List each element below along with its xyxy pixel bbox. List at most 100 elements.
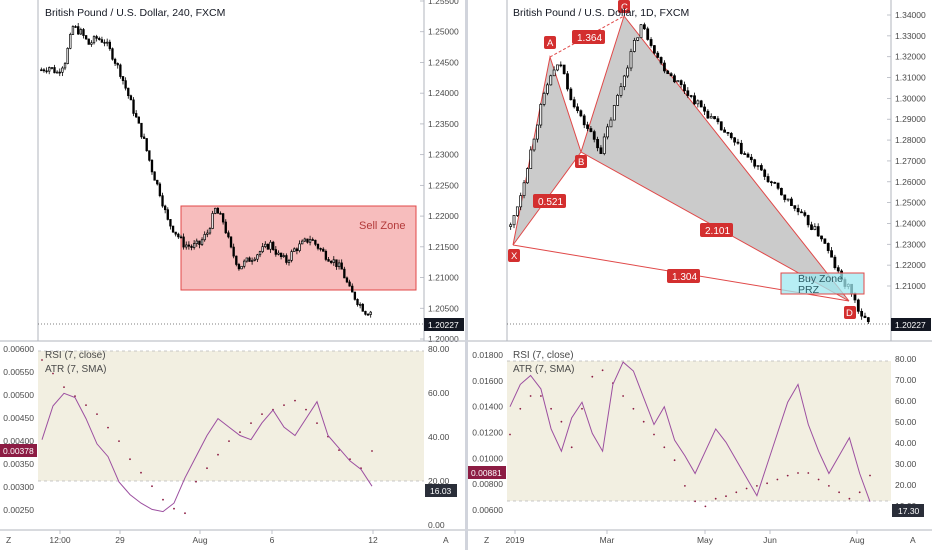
candle-body bbox=[82, 29, 85, 36]
candle-body bbox=[743, 153, 747, 155]
left-a-label[interactable]: A bbox=[443, 535, 449, 545]
atr-dot bbox=[817, 478, 820, 481]
atr-dot bbox=[129, 458, 131, 461]
price-tick-label: 1.25500 bbox=[428, 0, 459, 6]
candle-body bbox=[211, 213, 214, 229]
candle-body bbox=[132, 99, 135, 114]
atr-dot bbox=[294, 399, 296, 402]
candle-body bbox=[248, 257, 251, 262]
buy-zone-label: Buy Zone bbox=[798, 273, 843, 285]
indicator-tick-label: 0.00300 bbox=[3, 482, 34, 492]
candle-body bbox=[250, 259, 254, 262]
candle-body bbox=[145, 138, 148, 152]
candle-body bbox=[269, 241, 272, 250]
left-time-axis[interactable]: 12:00 29 Aug 6 12 Z A bbox=[0, 529, 465, 545]
ratio-label-xd: 1.304 bbox=[667, 269, 700, 283]
candle-body bbox=[509, 224, 513, 227]
price-tick-label: 1.25000 bbox=[428, 27, 459, 37]
candle-body bbox=[163, 205, 167, 211]
left-price-axis[interactable]: 1.25500 1.25000 1.24500 1.24000 1.23500 1.230… bbox=[420, 0, 459, 344]
candle-body bbox=[348, 281, 351, 287]
price-tick-label: 1.32000 bbox=[895, 52, 926, 62]
price-tick-label: 1.30000 bbox=[895, 93, 926, 103]
candle-body bbox=[746, 153, 750, 158]
right-candles bbox=[509, 22, 870, 324]
candle-body bbox=[622, 75, 626, 88]
right-time-axis[interactable]: 2019 Mar May Jun Aug Z A bbox=[468, 529, 932, 545]
right-price-pane[interactable]: Buy Zone PRZ 0.521 1.364 2.101 1.304 X A bbox=[468, 0, 932, 341]
svg-text:A: A bbox=[547, 38, 554, 49]
indicator-tick-label: 0.00600 bbox=[472, 505, 503, 515]
candle-body bbox=[589, 128, 593, 132]
left-indicator-pane[interactable]: RSI (7, close) ATR (7, SMA) 0.00600 0.005… bbox=[0, 340, 465, 530]
candle-body bbox=[198, 240, 201, 245]
price-tick-label: 1.22000 bbox=[895, 260, 926, 270]
point-b-marker[interactable]: B bbox=[575, 155, 587, 168]
right-price-axis[interactable]: 1.34000 1.33000 1.32000 1.31000 1.30000 1.290… bbox=[887, 10, 926, 291]
price-tick-label: 1.26000 bbox=[895, 177, 926, 187]
candle-body bbox=[53, 67, 56, 74]
candle-body bbox=[566, 73, 569, 90]
point-d-marker[interactable]: D bbox=[844, 306, 856, 319]
indicator-tick-label: 0.00600 bbox=[3, 344, 34, 354]
candle-body bbox=[277, 252, 280, 255]
left-atr-axis[interactable]: 0.006000.005500.005000.004500.004000.003… bbox=[3, 344, 34, 515]
atr-dot bbox=[776, 478, 779, 481]
candle-body bbox=[224, 221, 227, 234]
time-tick-label: Mar bbox=[600, 535, 615, 545]
candle-body bbox=[329, 260, 333, 263]
left-rsi-axis[interactable]: 80.00 60.00 40.00 20.00 0.00 bbox=[428, 344, 450, 530]
right-atr-axis[interactable]: 0.01800 0.01600 0.01400 0.01200 0.01000 0.008… bbox=[472, 350, 503, 515]
candle-body bbox=[266, 243, 270, 250]
candle-body bbox=[673, 75, 676, 83]
indicator-tick-label: 0.01800 bbox=[472, 350, 503, 360]
candle-body bbox=[823, 238, 827, 244]
candle-body bbox=[609, 119, 613, 128]
price-tick-label: 1.24000 bbox=[895, 218, 926, 228]
candle-body bbox=[559, 64, 563, 67]
atr-dot bbox=[725, 495, 727, 498]
candle-body bbox=[148, 150, 151, 161]
point-x-marker[interactable]: X bbox=[508, 249, 520, 262]
candle-body bbox=[200, 239, 204, 245]
left-z-label[interactable]: Z bbox=[6, 535, 11, 545]
candle-body bbox=[763, 169, 767, 177]
candle-body bbox=[282, 255, 285, 258]
candle-body bbox=[856, 299, 860, 312]
candle-body bbox=[522, 182, 526, 196]
atr-dot bbox=[173, 507, 175, 510]
point-a-marker[interactable]: A bbox=[544, 36, 556, 49]
candle-body bbox=[830, 250, 833, 258]
right-z-label[interactable]: Z bbox=[484, 535, 489, 545]
candle-body bbox=[69, 34, 72, 49]
indicator-tick-label: 0.00 bbox=[428, 520, 445, 530]
buy-zone-box[interactable] bbox=[780, 272, 865, 295]
candle-body bbox=[729, 133, 733, 139]
candle-body bbox=[739, 142, 743, 154]
candle-body bbox=[316, 243, 320, 249]
candle-body bbox=[358, 303, 362, 306]
right-a-label[interactable]: A bbox=[910, 535, 916, 545]
price-tick-label: 1.23000 bbox=[428, 150, 459, 160]
indicator-tick-label: 0.00450 bbox=[3, 413, 34, 423]
candle-body bbox=[679, 80, 683, 86]
candle-body bbox=[55, 71, 59, 74]
indicator-tick-label: 0.00400 bbox=[3, 436, 34, 446]
right-indicator-pane[interactable]: RSI (7, close) ATR (7, SMA) 0.01800 0.016… bbox=[468, 340, 932, 517]
candle-body bbox=[264, 243, 267, 247]
candle-body bbox=[203, 234, 206, 241]
candle-body bbox=[803, 212, 807, 216]
atr-dot bbox=[797, 472, 799, 474]
point-c-marker[interactable]: C bbox=[618, 0, 630, 13]
candle-body bbox=[166, 209, 169, 220]
candle-body bbox=[63, 63, 67, 69]
candle-body bbox=[161, 195, 164, 207]
left-price-pane[interactable]: Sell Zone British Pound / U.S. Dollar, 2… bbox=[0, 0, 465, 344]
candle-body bbox=[219, 212, 222, 215]
price-tick-label: 1.34000 bbox=[895, 10, 926, 20]
time-tick-label: Aug bbox=[192, 535, 207, 545]
candle-body bbox=[364, 310, 367, 315]
price-tick-label: 1.31000 bbox=[895, 73, 926, 83]
